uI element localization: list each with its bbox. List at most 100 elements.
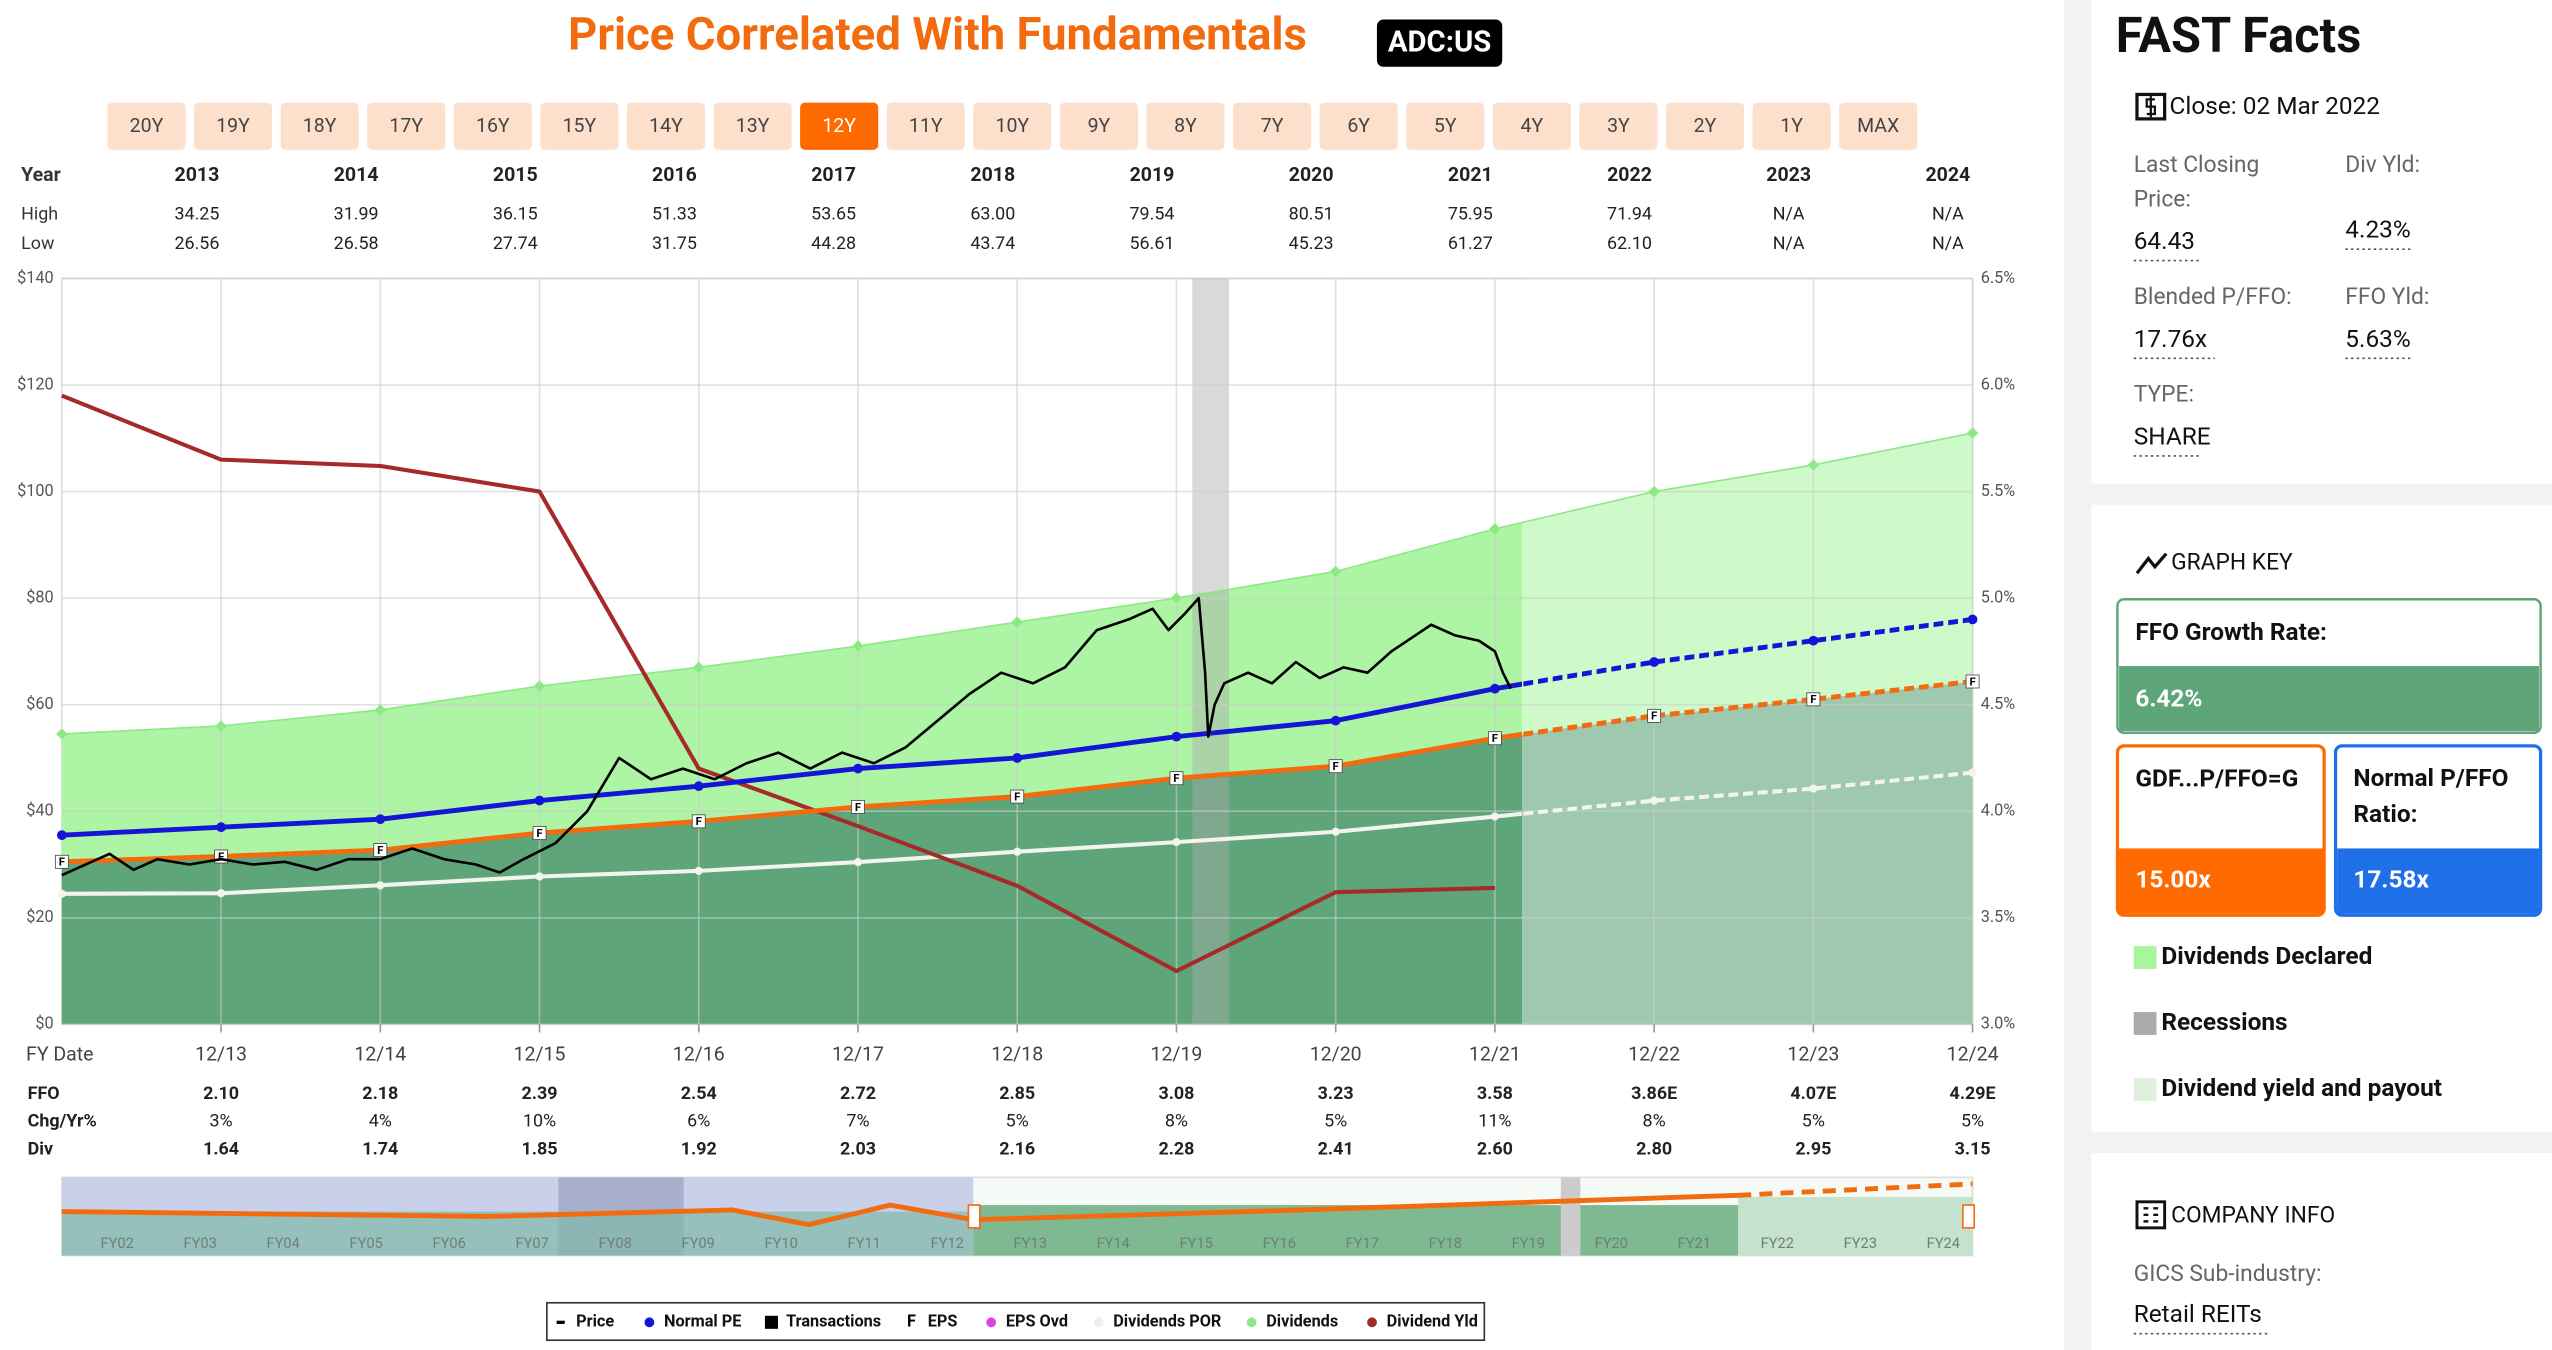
range-button[interactable]	[1492, 102, 1571, 150]
company-icon	[2135, 1200, 2167, 1230]
range-button[interactable]	[1233, 102, 1312, 150]
fund-ffo: 3.08	[1158, 1083, 1194, 1104]
fact-label: Blended P/FFO:	[2134, 283, 2292, 310]
normal-pe-point	[1649, 657, 1660, 667]
year-low: N/A	[1932, 233, 1964, 254]
dollar-sign	[2145, 96, 2157, 118]
year-high: 63.00	[970, 204, 1015, 225]
range-button[interactable]	[1319, 102, 1398, 150]
year-table-header: Year	[21, 163, 61, 186]
navigator-label: FY13	[1014, 1234, 1047, 1252]
range-button[interactable]	[1839, 102, 1918, 150]
year: 2019	[1130, 163, 1175, 186]
navigator-label: FY02	[101, 1234, 134, 1252]
range-button[interactable]	[1406, 102, 1485, 150]
eps-marker: F	[855, 800, 861, 814]
range-button-label: 6Y	[1347, 114, 1370, 137]
eps-point	[1010, 789, 1025, 804]
x-tick-label: 12/19	[1150, 1042, 1202, 1065]
fund-div: 2.28	[1158, 1138, 1194, 1159]
year-table-header: High	[21, 204, 58, 225]
year: 2020	[1289, 163, 1334, 186]
range-button[interactable]	[280, 102, 359, 150]
x-tick-label: 12/15	[514, 1042, 566, 1065]
fund-ffo: 2.10	[203, 1083, 239, 1104]
fund-div: 1.74	[362, 1138, 398, 1159]
normal-pe-point	[56, 830, 67, 841]
fund-div: 2.80	[1636, 1138, 1672, 1159]
range-button[interactable]	[1579, 102, 1658, 150]
legend-symbol	[644, 1317, 655, 1328]
dividend-point	[215, 720, 227, 732]
range-button[interactable]	[194, 102, 273, 150]
navigator-green	[973, 1205, 1739, 1256]
range-button[interactable]	[367, 102, 446, 150]
year: 2015	[493, 163, 538, 186]
y-tick-label: $0	[35, 1014, 53, 1033]
range-button[interactable]	[713, 102, 792, 150]
normal-pe-point	[853, 763, 863, 774]
legend-label: Normal PE	[664, 1312, 741, 1331]
fund-ffo: 2.85	[999, 1083, 1035, 1104]
company-label: GICS Sub-industry:	[2134, 1260, 2322, 1287]
range-button[interactable]	[1665, 102, 1745, 150]
range-button[interactable]	[973, 102, 1052, 150]
eps-marker: F	[1333, 759, 1339, 773]
eps-marker: F	[1492, 731, 1498, 745]
recession	[1192, 278, 1229, 1025]
y2-tick-label: 5.0%	[1981, 587, 2016, 606]
year-high: 71.94	[1607, 204, 1652, 225]
x-tick-label: 12/24	[1947, 1042, 1999, 1065]
range-button[interactable]	[800, 102, 879, 150]
legend-label: Dividend Yld	[1387, 1312, 1478, 1331]
range-button[interactable]	[1752, 102, 1831, 150]
range-button[interactable]	[540, 102, 619, 150]
range-button[interactable]	[1146, 102, 1225, 150]
year-high: 75.95	[1448, 204, 1493, 225]
navigator-label: FY10	[765, 1234, 798, 1252]
navigator-label: FY19	[1512, 1234, 1545, 1252]
price-line	[61, 596, 1512, 877]
x-tick-label: 12/14	[354, 1042, 406, 1065]
fund-ffo: 4.07E	[1790, 1083, 1836, 1104]
range-button[interactable]	[626, 102, 706, 150]
y2-tick-label: 6.5%	[1981, 268, 2016, 287]
close-date: Close: 02 Mar 2022	[2170, 91, 2380, 120]
fund-chg: 5%	[1802, 1111, 1825, 1132]
fund-chg: 6%	[687, 1111, 710, 1132]
fund-ffo: 2.39	[522, 1083, 558, 1104]
year-low: 45.23	[1289, 233, 1334, 254]
range-button[interactable]	[453, 102, 532, 150]
range-button[interactable]	[886, 102, 965, 150]
growth-label: FFO Growth Rate:	[2135, 617, 2327, 646]
por-point	[1490, 812, 1499, 821]
navigator-label: FY15	[1180, 1234, 1213, 1252]
por-point	[1809, 784, 1818, 793]
navigator-label: FY06	[433, 1234, 466, 1252]
range-button[interactable]	[1059, 102, 1138, 150]
navigator-label: FY03	[184, 1234, 217, 1252]
range-button[interactable]	[107, 102, 186, 150]
fund-chg: 11%	[1478, 1111, 1511, 1132]
navigator-label: FY23	[1844, 1234, 1877, 1252]
gdf-label: GDF...P/FFO=G	[2135, 763, 2298, 792]
eps-point	[1169, 771, 1184, 786]
year: 2013	[175, 163, 220, 186]
company-value: Retail REITs	[2134, 1299, 2262, 1328]
range-button-label: 10Y	[996, 114, 1030, 137]
fund-chg: 8%	[1643, 1111, 1666, 1132]
legend-label: EPS	[928, 1312, 958, 1331]
navigator-handle[interactable]	[967, 1204, 981, 1229]
navigator-handle[interactable]	[1962, 1204, 1976, 1229]
year: 2024	[1925, 163, 1970, 186]
fund-div: 2.16	[999, 1138, 1035, 1159]
ticker: ADC:US	[1388, 26, 1491, 60]
navigator-label: FY24	[1927, 1234, 1960, 1252]
dollar-icon	[2135, 92, 2167, 121]
range-button-label: 19Y	[216, 114, 250, 137]
year-low: 27.74	[493, 233, 538, 254]
range-button-label: 2Y	[1694, 114, 1717, 137]
range-button-label: 5Y	[1434, 114, 1457, 137]
facts-title: FAST Facts	[2116, 7, 2361, 64]
